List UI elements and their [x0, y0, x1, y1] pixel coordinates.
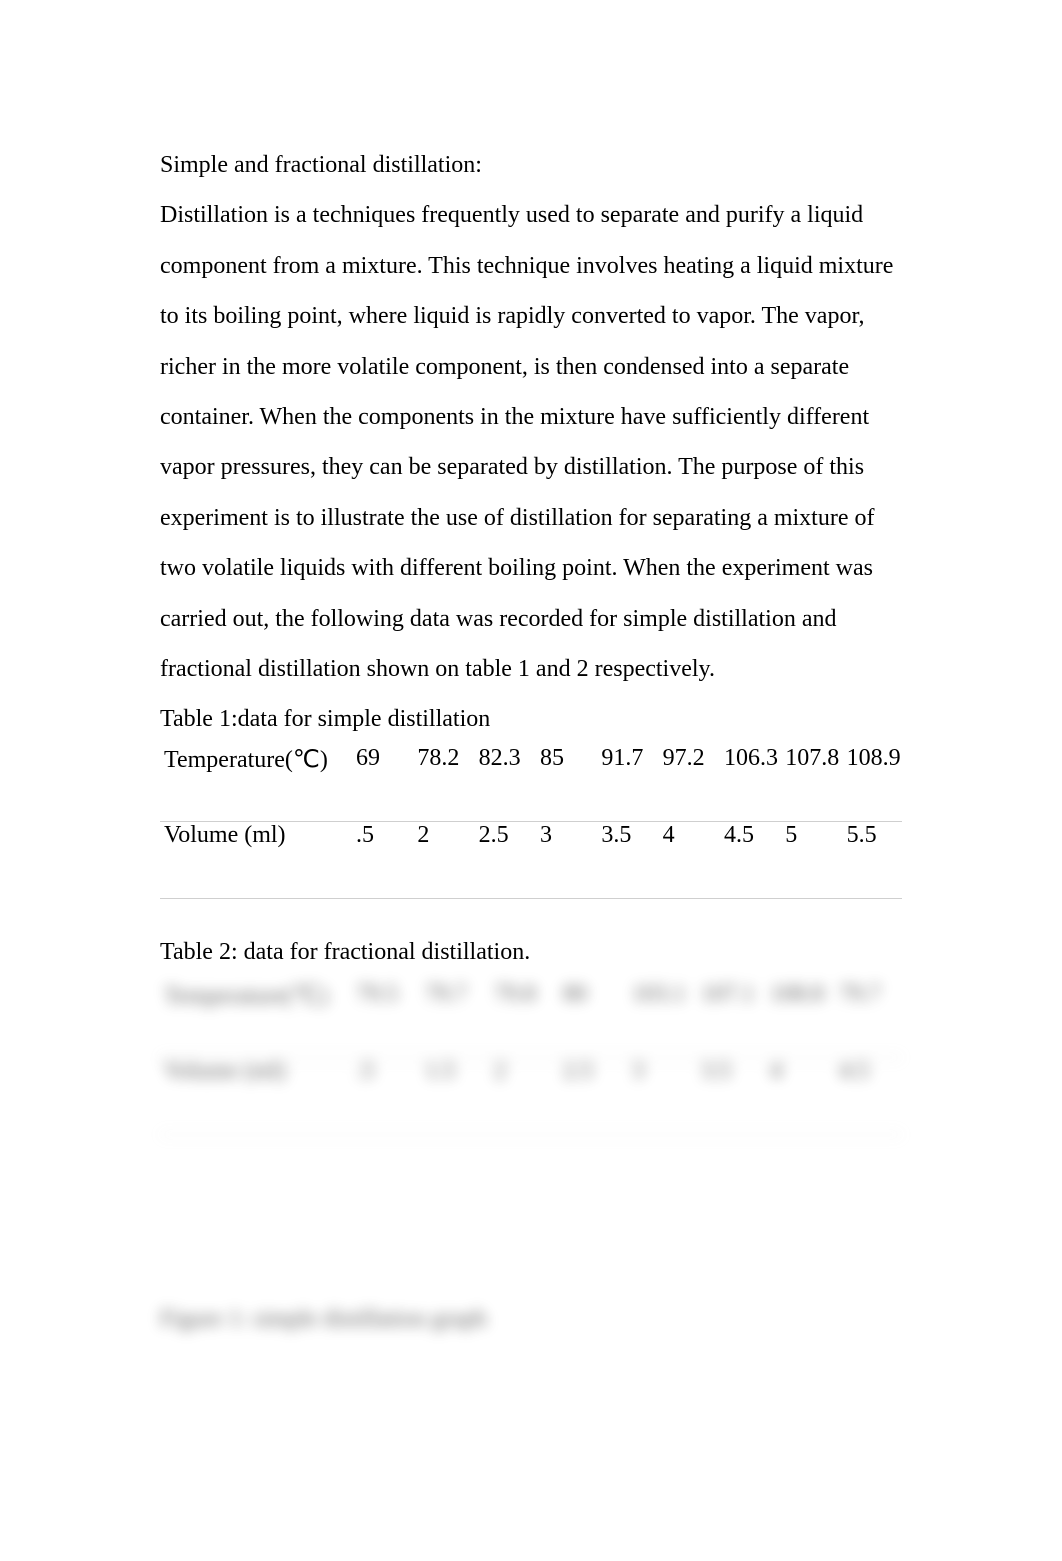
cell: 79.8	[488, 981, 557, 1058]
cell: 82.3	[473, 745, 534, 822]
cell: 5	[779, 821, 840, 898]
cell: 5.5	[841, 821, 902, 898]
cell: 108.9	[841, 745, 902, 822]
row-label: Temperature(℃)	[160, 745, 350, 822]
table-row: Volume (ml) .5 2 2.5 3 3.5 4 4.5 5 5.5	[160, 821, 902, 898]
cell: 107.8	[779, 745, 840, 822]
row-label: Volume (ml)	[160, 821, 350, 898]
row-label: Volume (ml)	[160, 1058, 350, 1135]
cell: 85	[534, 745, 595, 822]
table-row: Temperature(℃) 79.5 79.7 79.8 80 103.1 1…	[160, 981, 902, 1058]
cell: 2	[488, 1058, 557, 1135]
cell: 3	[626, 1058, 695, 1135]
table1: Temperature(℃) 69 78.2 82.3 85 91.7 97.2…	[160, 745, 902, 899]
cell: 2.5	[473, 821, 534, 898]
cell: 107.1	[695, 981, 764, 1058]
row-label: Temperature(℃)	[160, 981, 350, 1058]
cell: 78.2	[411, 745, 472, 822]
cell: 91.7	[595, 745, 656, 822]
table2-caption: Table 2: data for fractional distillatio…	[160, 927, 902, 977]
cell: 4	[764, 1058, 833, 1135]
cell: 4.5	[718, 821, 779, 898]
cell: 108.8	[764, 981, 833, 1058]
section-heading: Simple and fractional distillation:	[160, 140, 902, 190]
cell: 103.1	[626, 981, 695, 1058]
cell: 69	[350, 745, 411, 822]
cell: 3	[534, 821, 595, 898]
cell: 106.3	[718, 745, 779, 822]
cell: 79.7	[419, 981, 488, 1058]
cell: .5	[350, 821, 411, 898]
cell: 97.2	[657, 745, 718, 822]
cell: 2	[411, 821, 472, 898]
document-page: Simple and fractional distillation: Dist…	[0, 0, 1062, 1561]
figure1-caption: Figure 1: simple distillation graph	[160, 1295, 902, 1343]
cell: 4	[657, 821, 718, 898]
cell: 1.5	[419, 1058, 488, 1135]
cell: 79.5	[350, 981, 419, 1058]
table2: Temperature(℃) 79.5 79.7 79.8 80 103.1 1…	[160, 981, 902, 1135]
cell: 80	[557, 981, 626, 1058]
cell: 4.5	[833, 1058, 902, 1135]
table1-caption: Table 1:data for simple distillation	[160, 694, 902, 744]
cell: 3.5	[595, 821, 656, 898]
cell: 2.5	[557, 1058, 626, 1135]
intro-paragraph: Distillation is a techniques frequently …	[160, 190, 902, 694]
table-row: Temperature(℃) 69 78.2 82.3 85 91.7 97.2…	[160, 745, 902, 822]
cell: .5	[350, 1058, 419, 1135]
table2-blurred-region: Temperature(℃) 79.5 79.7 79.8 80 103.1 1…	[160, 981, 902, 1135]
table-row: Volume (ml) .5 1.5 2 2.5 3 3.5 4 4.5	[160, 1058, 902, 1135]
cell: 79.7	[833, 981, 902, 1058]
cell: 3.5	[695, 1058, 764, 1135]
